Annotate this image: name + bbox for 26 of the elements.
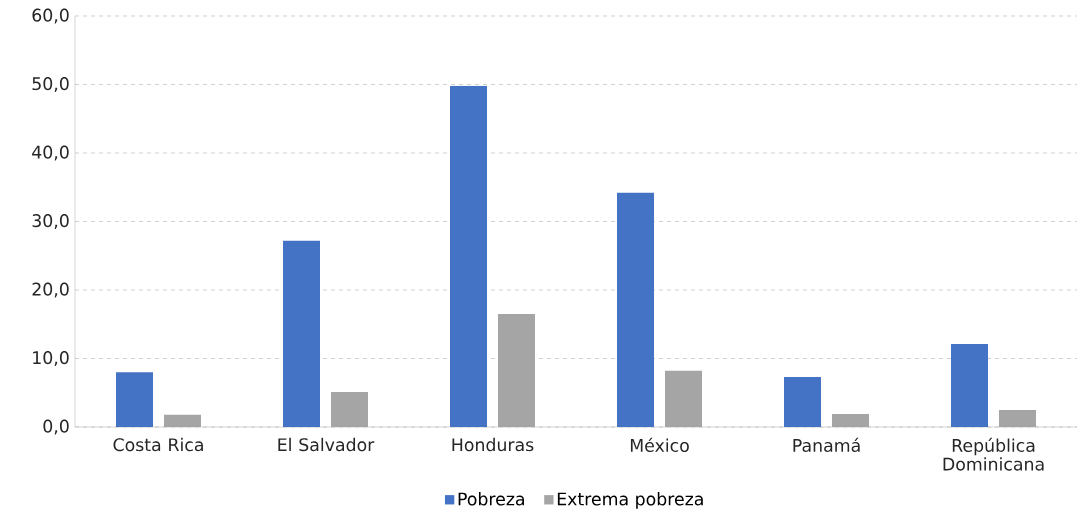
bar bbox=[784, 376, 822, 427]
y-tick-label: 60,0 bbox=[32, 8, 69, 24]
x-tick-label: República Dominicana bbox=[943, 437, 1044, 471]
bar bbox=[832, 413, 869, 427]
y-tick-label: 30,0 bbox=[32, 214, 69, 229]
bar bbox=[450, 85, 487, 427]
bar bbox=[665, 370, 702, 427]
x-tick-label: Costa Rica bbox=[113, 437, 203, 452]
x-tick-label: Panamá bbox=[793, 437, 860, 452]
bar bbox=[999, 409, 1037, 427]
x-tick-label: México bbox=[630, 437, 689, 452]
bar bbox=[331, 392, 369, 427]
x-tick-label: El Salvador bbox=[278, 437, 375, 452]
legend-label: Pobreza bbox=[458, 492, 524, 506]
y-tick-label: 10,0 bbox=[33, 351, 69, 366]
y-tick-label: 20,0 bbox=[32, 282, 69, 298]
y-tick-label: 0,0 bbox=[43, 419, 69, 435]
bar bbox=[951, 344, 989, 427]
y-tick-label: 40,0 bbox=[32, 145, 69, 161]
bar bbox=[164, 414, 201, 427]
legend-label: Extrema pobreza bbox=[557, 492, 703, 509]
y-tick-label: 50,0 bbox=[32, 77, 69, 92]
x-tick-label: Honduras bbox=[452, 437, 534, 452]
bar bbox=[116, 372, 153, 427]
bar bbox=[283, 240, 320, 427]
bar bbox=[617, 192, 654, 427]
